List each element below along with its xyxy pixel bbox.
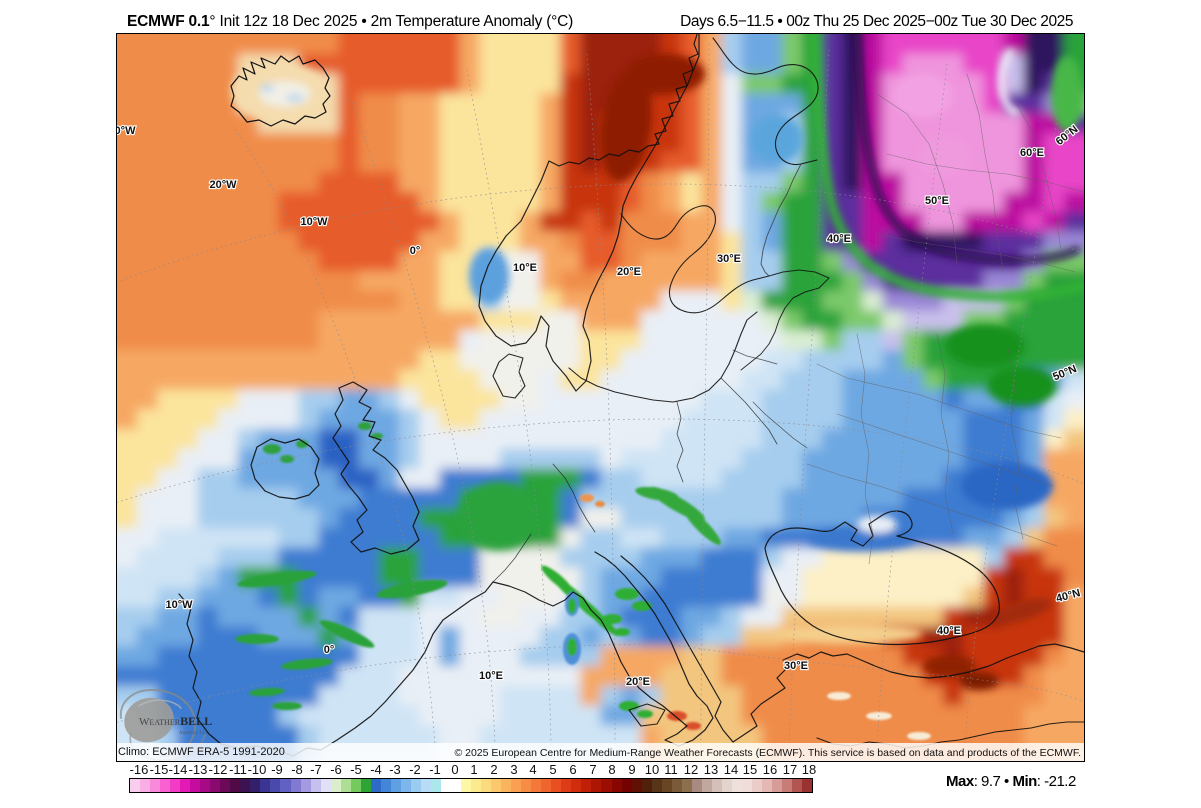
svg-text:10°W: 10°W bbox=[165, 599, 193, 611]
svg-text:20°E: 20°E bbox=[626, 676, 650, 688]
svg-text:0°W: 0°W bbox=[117, 125, 136, 137]
svg-text:60°E: 60°E bbox=[1020, 147, 1044, 159]
svg-text:10°W: 10°W bbox=[300, 216, 328, 228]
svg-text:40°E: 40°E bbox=[827, 233, 851, 245]
svg-text:10°E: 10°E bbox=[479, 670, 503, 682]
svg-text:10°E: 10°E bbox=[513, 262, 537, 274]
svg-text:20°E: 20°E bbox=[617, 266, 641, 278]
svg-text:30°E: 30°E bbox=[717, 253, 741, 265]
svg-text:Analytics LLC: Analytics LLC bbox=[179, 731, 210, 736]
svg-text:40°E: 40°E bbox=[937, 625, 961, 637]
svg-text:50°E: 50°E bbox=[925, 195, 949, 207]
svg-text:0°: 0° bbox=[324, 644, 335, 656]
svg-text:20°W: 20°W bbox=[209, 179, 237, 191]
svg-text:30°E: 30°E bbox=[784, 660, 808, 672]
svg-text:WEATHERBELL: WEATHERBELL bbox=[139, 714, 212, 728]
svg-text:0°: 0° bbox=[410, 245, 421, 257]
